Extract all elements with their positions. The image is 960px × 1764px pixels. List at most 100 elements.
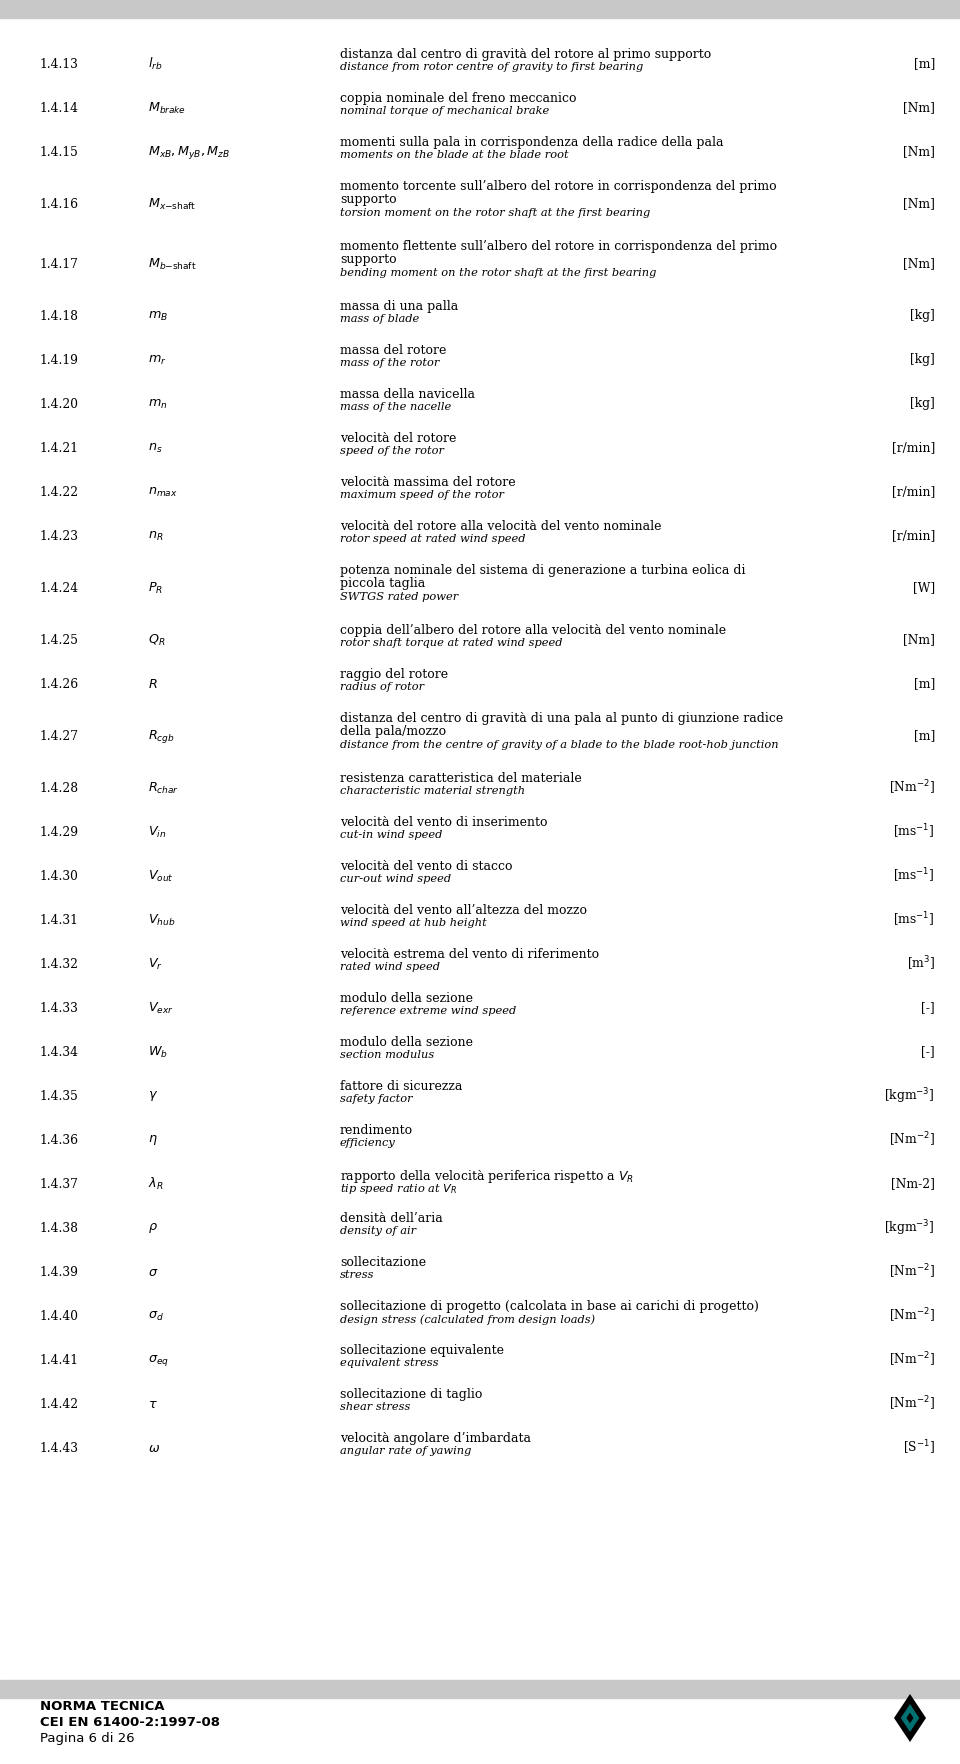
Text: mass of the rotor: mass of the rotor [340,358,440,369]
Text: 1.4.30: 1.4.30 [40,870,79,882]
Text: coppia nominale del freno meccanico: coppia nominale del freno meccanico [340,92,577,106]
Text: maximum speed of the rotor: maximum speed of the rotor [340,490,504,501]
Text: [Nm]: [Nm] [903,633,935,646]
Text: $M_{b\mathregular{-shaft}}$: $M_{b\mathregular{-shaft}}$ [148,256,197,272]
Text: rotor speed at rated wind speed: rotor speed at rated wind speed [340,534,525,545]
Text: [Nm$^{-2}$]: [Nm$^{-2}$] [889,1307,935,1325]
Text: 1.4.34: 1.4.34 [40,1046,79,1058]
Text: distance from the centre of gravity of a blade to the blade root-hob junction: distance from the centre of gravity of a… [340,741,779,750]
Text: 1.4.43: 1.4.43 [40,1441,79,1455]
Text: $V_r$: $V_r$ [148,956,163,972]
Text: [Nm]: [Nm] [903,258,935,270]
Text: $P_R$: $P_R$ [148,580,163,596]
Text: $m_n$: $m_n$ [148,397,167,411]
Text: mass of blade: mass of blade [340,314,420,325]
Text: equivalent stress: equivalent stress [340,1358,439,1369]
Text: [Nm]: [Nm] [903,145,935,159]
Text: [ms$^{-1}$]: [ms$^{-1}$] [894,910,935,930]
Text: [kg]: [kg] [910,309,935,323]
Text: massa della navicella: massa della navicella [340,388,475,400]
Text: safety factor: safety factor [340,1094,413,1104]
Text: [kgm$^{-3}$]: [kgm$^{-3}$] [884,1087,935,1106]
Text: 1.4.35: 1.4.35 [40,1090,79,1102]
Text: $n_R$: $n_R$ [148,529,163,543]
Text: tip speed ratio at $V_R$: tip speed ratio at $V_R$ [340,1182,457,1196]
Text: $V_{out}$: $V_{out}$ [148,868,174,884]
Text: [ms$^{-1}$]: [ms$^{-1}$] [894,866,935,886]
Text: $R$: $R$ [148,677,157,690]
Text: potenza nominale del sistema di generazione a turbina eolica di: potenza nominale del sistema di generazi… [340,564,746,577]
Text: [m]: [m] [914,677,935,690]
Text: 1.4.18: 1.4.18 [40,309,79,323]
Text: 1.4.25: 1.4.25 [40,633,79,646]
Text: [Nm]: [Nm] [903,198,935,210]
Text: $M_{xB}, M_{yB}, M_{zB}$: $M_{xB}, M_{yB}, M_{zB}$ [148,143,229,161]
Text: [-]: [-] [922,1002,935,1014]
Text: 1.4.33: 1.4.33 [40,1002,79,1014]
Bar [0,0,960,18]
Text: 1.4.37: 1.4.37 [40,1178,79,1191]
Text: 1.4.40: 1.4.40 [40,1309,79,1323]
Text: [m$^3$]: [m$^3$] [907,954,935,974]
Text: [Nm$^{-2}$]: [Nm$^{-2}$] [889,1395,935,1413]
Text: $l_{rb}$: $l_{rb}$ [148,56,162,72]
Text: distanza del centro di gravità di una pala al punto di giunzione radice: distanza del centro di gravità di una pa… [340,713,783,725]
Text: resistenza caratteristica del materiale: resistenza caratteristica del materiale [340,773,582,785]
Text: densità dell’aria: densità dell’aria [340,1212,443,1224]
Text: sollecitazione di progetto (calcolata in base ai carichi di progetto): sollecitazione di progetto (calcolata in… [340,1300,758,1312]
Text: efficiency: efficiency [340,1138,396,1148]
Text: shear stress: shear stress [340,1402,410,1413]
Text: momenti sulla pala in corrispondenza della radice della pala: momenti sulla pala in corrispondenza del… [340,136,724,148]
Text: $V_{in}$: $V_{in}$ [148,824,166,840]
Text: 1.4.28: 1.4.28 [40,781,79,794]
Text: torsion moment on the rotor shaft at the first bearing: torsion moment on the rotor shaft at the… [340,208,650,219]
Text: wind speed at hub height: wind speed at hub height [340,919,487,928]
Text: Pagina 6 di 26: Pagina 6 di 26 [40,1732,134,1745]
Text: velocità estrema del vento di riferimento: velocità estrema del vento di riferiment… [340,947,599,961]
Text: della pala/mozzo: della pala/mozzo [340,725,446,739]
Text: velocità massima del rotore: velocità massima del rotore [340,476,516,489]
Text: momento torcente sull’albero del rotore in corrispondenza del primo: momento torcente sull’albero del rotore … [340,180,777,192]
Text: $\sigma_{eq}$: $\sigma_{eq}$ [148,1353,169,1367]
Text: rapporto della velocità periferica rispetto a $V_R$: rapporto della velocità periferica rispe… [340,1168,634,1185]
Text: 1.4.17: 1.4.17 [40,258,79,270]
Text: mass of the nacelle: mass of the nacelle [340,402,451,413]
Text: [r/min]: [r/min] [892,485,935,499]
Text: [kgm$^{-3}$]: [kgm$^{-3}$] [884,1219,935,1238]
Text: 1.4.32: 1.4.32 [40,958,79,970]
Text: $\sigma_d$: $\sigma_d$ [148,1309,164,1323]
Text: modulo della sezione: modulo della sezione [340,1035,473,1050]
Text: moments on the blade at the blade root: moments on the blade at the blade root [340,150,568,161]
Text: angular rate of yawing: angular rate of yawing [340,1446,471,1457]
Text: 1.4.22: 1.4.22 [40,485,79,499]
Text: $m_r$: $m_r$ [148,353,167,367]
Text: [Nm$^{-2}$]: [Nm$^{-2}$] [889,1351,935,1369]
Text: sollecitazione: sollecitazione [340,1256,426,1268]
Text: 1.4.15: 1.4.15 [40,145,79,159]
Text: 1.4.19: 1.4.19 [40,353,79,367]
Text: [r/min]: [r/min] [892,441,935,455]
Text: distance from rotor centre of gravity to first bearing: distance from rotor centre of gravity to… [340,62,643,72]
Text: $\lambda_R$: $\lambda_R$ [148,1177,163,1192]
Text: nominal torque of mechanical brake: nominal torque of mechanical brake [340,106,549,116]
Text: $V_{exr}$: $V_{exr}$ [148,1000,174,1016]
Text: [kg]: [kg] [910,353,935,367]
Text: [-]: [-] [922,1046,935,1058]
Text: $\sigma$: $\sigma$ [148,1265,158,1279]
Text: velocità del vento di stacco: velocità del vento di stacco [340,861,513,873]
Text: raggio del rotore: raggio del rotore [340,669,448,681]
Text: 1.4.23: 1.4.23 [40,529,79,543]
Polygon shape [894,1693,926,1743]
Text: velocità del rotore: velocità del rotore [340,432,456,445]
Text: [m]: [m] [914,730,935,743]
Text: supporto: supporto [340,194,396,206]
Text: [ms$^{-1}$]: [ms$^{-1}$] [894,822,935,841]
Text: $n_{max}$: $n_{max}$ [148,485,178,499]
Text: stress: stress [340,1270,374,1281]
Text: density of air: density of air [340,1226,416,1237]
Text: fattore di sicurezza: fattore di sicurezza [340,1080,463,1094]
Text: $\eta$: $\eta$ [148,1132,157,1147]
Text: SWTGS rated power: SWTGS rated power [340,593,458,602]
Text: sollecitazione di taglio: sollecitazione di taglio [340,1388,482,1401]
Text: cut-in wind speed: cut-in wind speed [340,831,443,840]
